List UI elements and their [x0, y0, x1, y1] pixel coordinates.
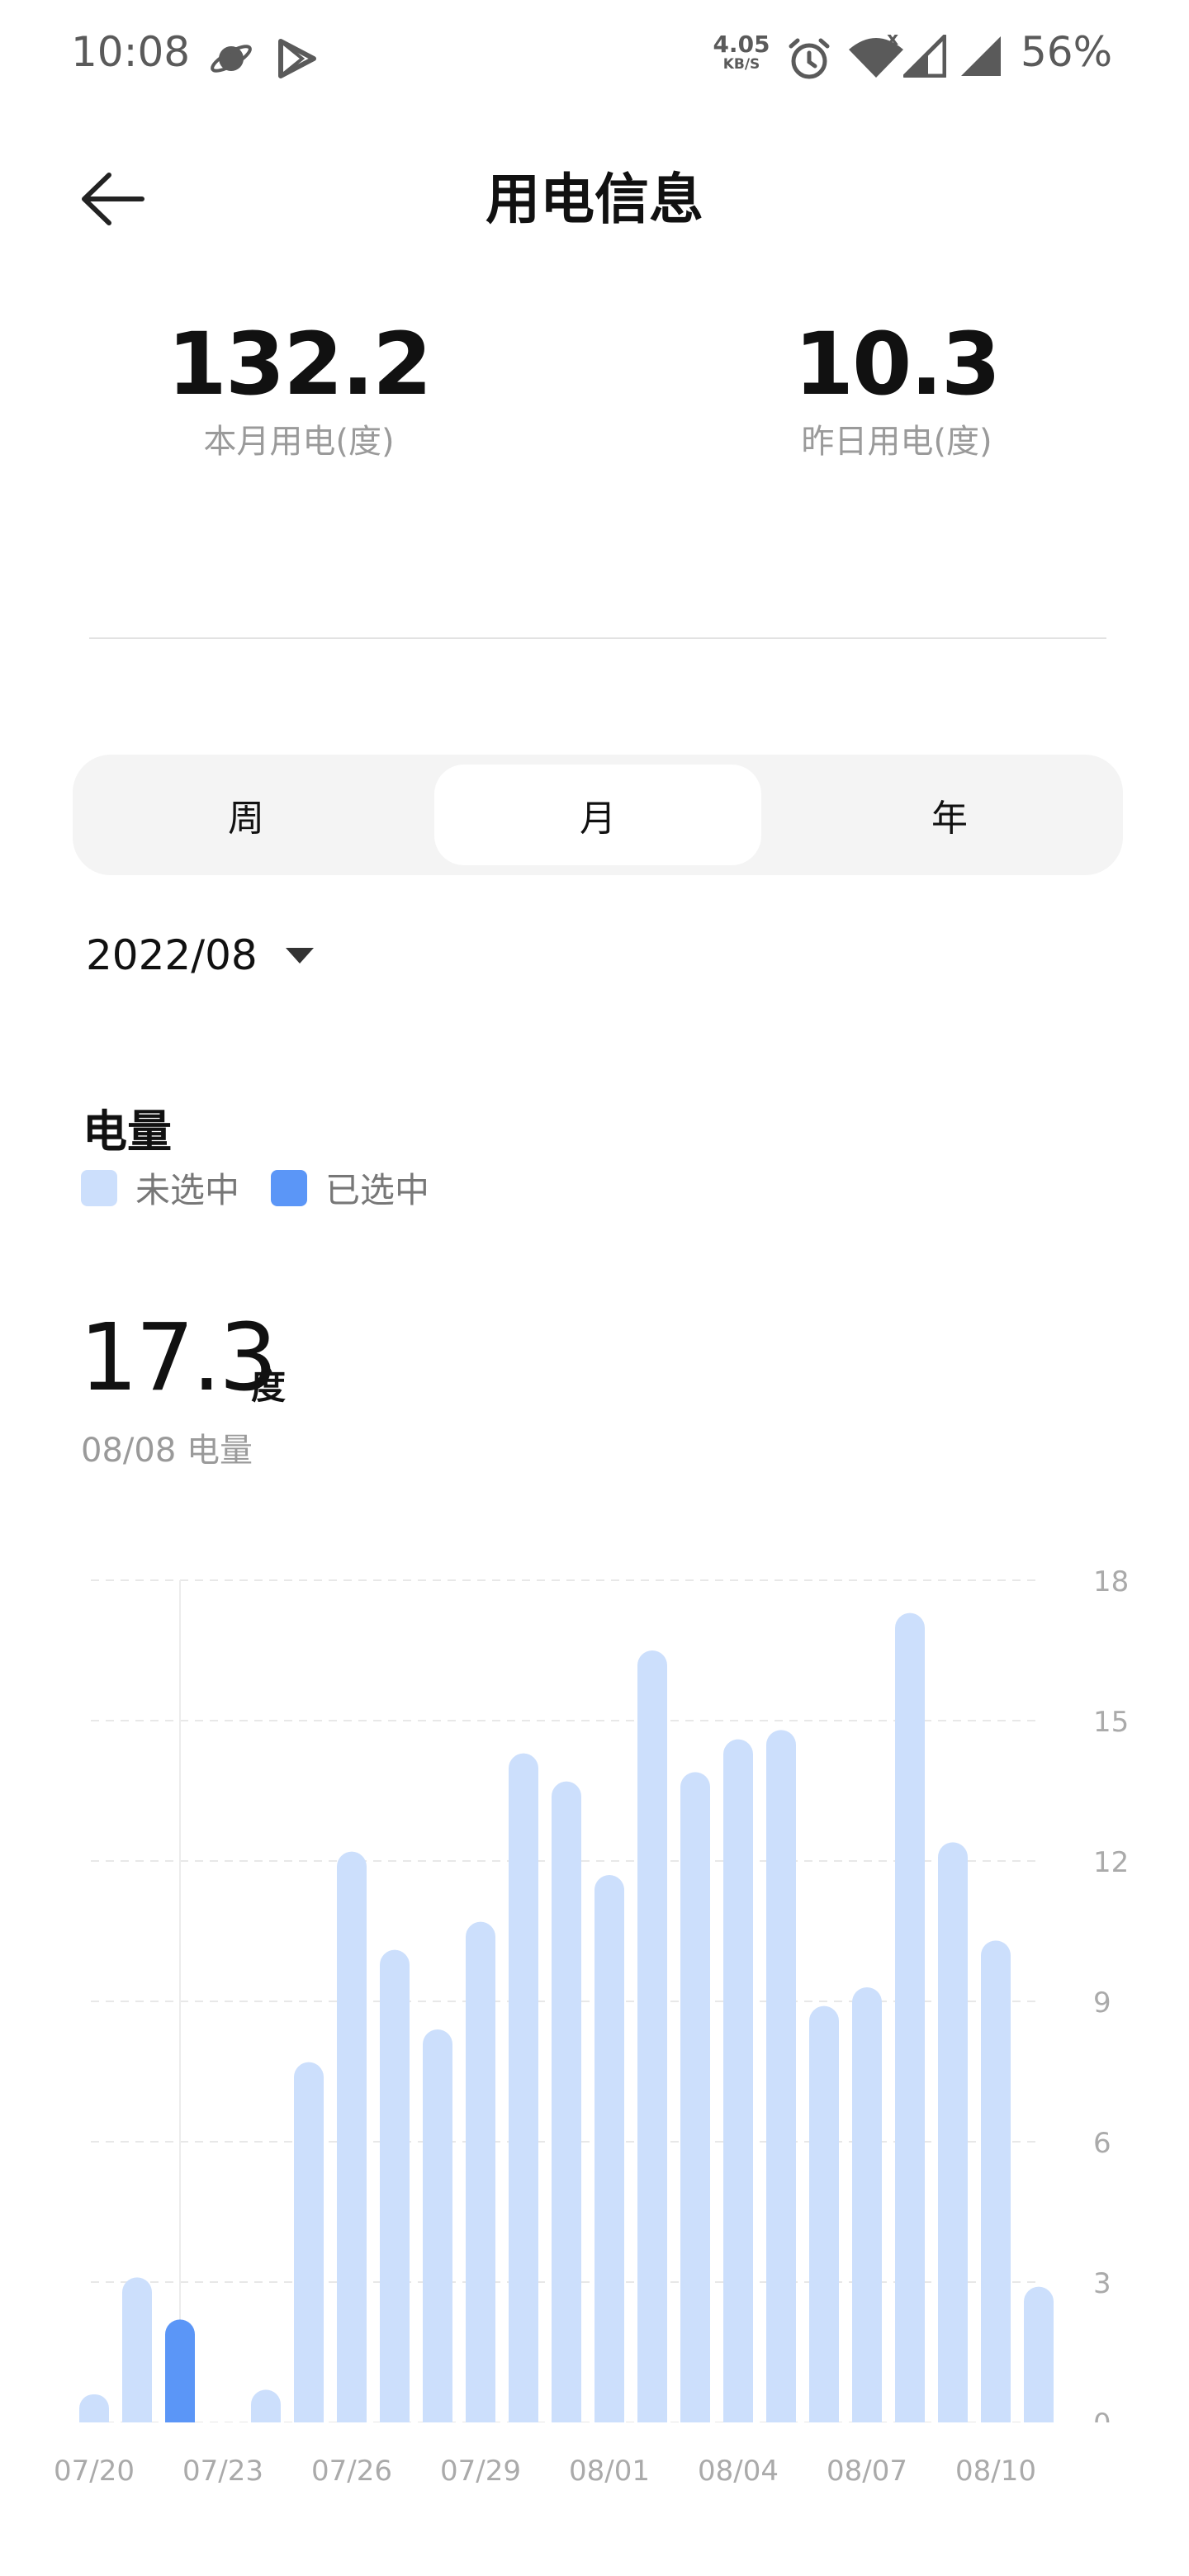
- x-tick-label: 08/07: [827, 2455, 907, 2488]
- y-tick-label: 12: [1093, 1846, 1129, 1879]
- tab-week[interactable]: 周: [228, 798, 264, 840]
- chart-baseline-mask: [0, 2422, 1189, 2472]
- chart-bar-08-03[interactable]: [680, 1772, 710, 2437]
- chart-bar-07-31[interactable]: [552, 1781, 581, 2437]
- stat-month-value: 132.2: [167, 314, 433, 414]
- stat-month-label: 本月用电(度): [203, 423, 395, 461]
- svg-text:x: x: [887, 31, 898, 50]
- planet-icon: [208, 38, 254, 83]
- chart-bar-08-07[interactable]: [852, 1987, 882, 2437]
- selected-caption: 08/08 电量: [81, 1432, 253, 1470]
- signal-icon: [959, 35, 1002, 81]
- network-speed-unit: KB/S: [722, 56, 760, 73]
- chart-bar-08-10[interactable]: [981, 1940, 1011, 2437]
- status-time: 10:08: [71, 28, 191, 76]
- chart-bar-08-09[interactable]: [938, 1842, 968, 2437]
- x-tick-label: 08/01: [569, 2455, 650, 2488]
- tab-year[interactable]: 年: [931, 798, 968, 840]
- chart-bar-08-02[interactable]: [637, 1650, 667, 2437]
- usage-bar-chart[interactable]: 036912151807/2007/2307/2607/2908/0108/04…: [0, 1536, 1189, 2493]
- network-speed: 4.05 KB/S: [708, 33, 775, 72]
- period-tabs: 周 月 年: [73, 755, 1123, 875]
- chart-bar-08-05[interactable]: [766, 1730, 796, 2437]
- legend-unselected-swatch: [81, 1169, 117, 1206]
- network-speed-value: 4.05: [713, 31, 770, 58]
- chart-bar-07-27[interactable]: [380, 1949, 410, 2437]
- wifi-icon: x: [847, 29, 905, 84]
- x-tick-label: 07/26: [311, 2455, 392, 2488]
- x-tick-label: 07/20: [54, 2455, 135, 2488]
- play-store-icon: [277, 38, 317, 83]
- chart-bar-07-26[interactable]: [337, 1851, 367, 2437]
- legend-unselected-label: 未选中: [135, 1170, 240, 1210]
- x-tick-label: 07/23: [182, 2455, 263, 2488]
- chart-bar-07-28[interactable]: [423, 2029, 452, 2437]
- x-tick-label: 07/29: [440, 2455, 521, 2488]
- signal-icon: [902, 34, 947, 81]
- selected-unit: 度: [251, 1366, 287, 1407]
- back-button[interactable]: [76, 162, 150, 236]
- chart-bar-07-21[interactable]: [122, 2277, 152, 2437]
- stat-month: 132.2 本月用电(度): [132, 314, 466, 462]
- chart-bar-08-01[interactable]: [594, 1875, 624, 2437]
- stat-yesterday-label: 昨日用电(度): [801, 423, 992, 461]
- y-tick-label: 18: [1093, 1565, 1129, 1598]
- selected-value: 17.3: [79, 1305, 277, 1412]
- y-tick-label: 15: [1093, 1706, 1129, 1739]
- section-title: 电量: [83, 1106, 172, 1158]
- legend-selected-swatch: [271, 1169, 308, 1206]
- arrow-left-icon: [82, 173, 144, 225]
- y-tick-label: 9: [1093, 1986, 1111, 2020]
- chart-bar-07-22[interactable]: [165, 2319, 195, 2437]
- chart-bar-08-08[interactable]: [895, 1612, 925, 2437]
- alarm-icon: [786, 36, 832, 86]
- battery-percent: 56%: [1021, 28, 1113, 76]
- stat-yesterday-value: 10.3: [793, 314, 1002, 414]
- caret-down-icon: [285, 947, 314, 964]
- y-tick-label: 3: [1093, 2267, 1111, 2300]
- x-tick-label: 08/10: [955, 2455, 1036, 2488]
- y-tick-label: 6: [1093, 2127, 1111, 2160]
- chart-bar-08-11[interactable]: [1024, 2286, 1054, 2437]
- x-tick-label: 08/04: [698, 2455, 779, 2488]
- chart-bar-08-06[interactable]: [809, 2005, 839, 2437]
- chart-bar-07-29[interactable]: [466, 1921, 495, 2437]
- stat-yesterday: 10.3 昨日用电(度): [730, 314, 1063, 462]
- date-picker-value: 2022/08: [86, 931, 258, 979]
- date-picker[interactable]: 2022/08: [86, 926, 314, 984]
- chart-bar-07-25[interactable]: [294, 2062, 324, 2437]
- divider: [89, 637, 1106, 639]
- chart-bar-07-30[interactable]: [509, 1753, 538, 2437]
- page-title: 用电信息: [486, 168, 703, 231]
- tab-month[interactable]: 月: [434, 765, 761, 865]
- chart-bar-08-04[interactable]: [723, 1739, 753, 2437]
- status-bar: 10:08 4.05 KB/S x: [0, 0, 1189, 116]
- chart-legend: 未选中 已选中: [81, 1163, 429, 1213]
- legend-selected-label: 已选中: [325, 1170, 430, 1210]
